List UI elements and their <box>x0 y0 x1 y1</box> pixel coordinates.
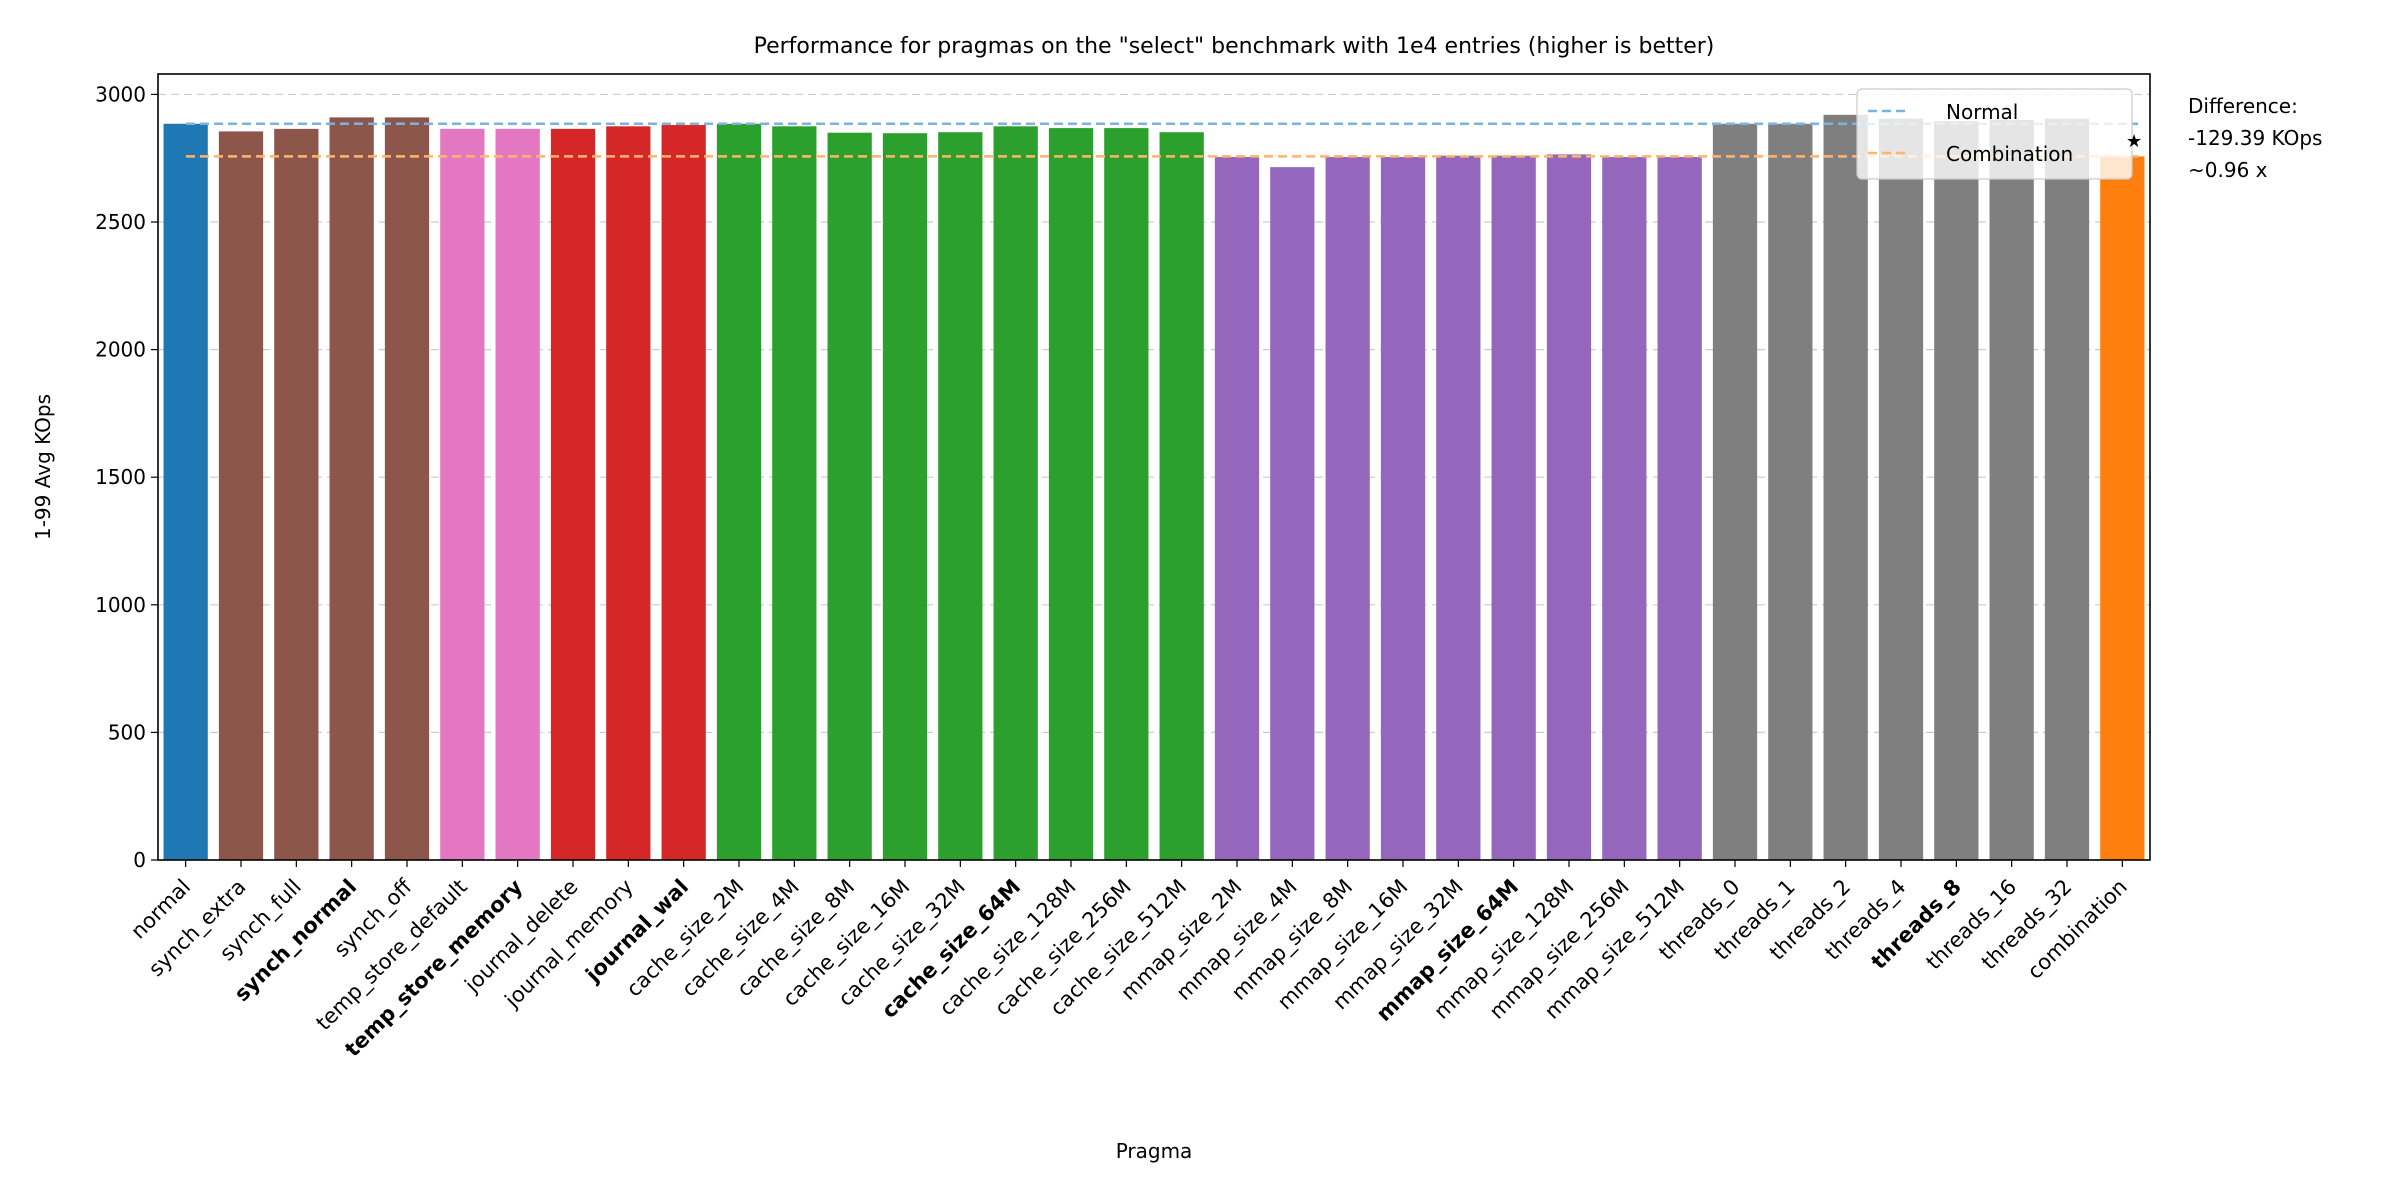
bar-threads_0 <box>1712 123 1758 860</box>
bar-mmap_size_8M <box>1325 156 1370 861</box>
bar-threads_8 <box>1934 121 1979 860</box>
bar-mmap_size_32M <box>1436 155 1481 860</box>
x-axis-label: Pragma <box>1116 1139 1193 1163</box>
legend-normal-label: Normal <box>1946 100 2018 124</box>
bar-cache_size_128M <box>1048 128 1094 860</box>
y-axis-label: 1-99 Avg KOps <box>31 394 55 540</box>
y-tick-label: 2500 <box>95 210 146 234</box>
chart-title: Performance for pragmas on the "select" … <box>754 34 1715 59</box>
legend-box <box>1856 88 2133 180</box>
bar-threads_16 <box>1989 119 2034 861</box>
annotation-line-2: -129.39 KOps <box>2188 126 2322 150</box>
bar-threads_4 <box>1878 118 1924 861</box>
bar-journal_memory <box>606 126 651 860</box>
bar-combination <box>2100 156 2145 860</box>
y-tick-label: 2000 <box>95 338 146 362</box>
bar-mmap_size_4M <box>1270 167 1315 860</box>
bar-mmap_size_2M <box>1214 156 1260 861</box>
y-tick-label: 1500 <box>95 465 146 489</box>
bar-synch_off <box>384 117 430 860</box>
bar-threads_2 <box>1823 114 1868 860</box>
bar-cache_size_256M <box>1104 128 1149 860</box>
bar-cache_size_2M <box>716 123 762 860</box>
bar-mmap_size_512M <box>1657 156 1702 861</box>
bar-journal_delete <box>550 128 596 860</box>
bar-synch_extra <box>218 131 264 861</box>
legend-combination-label: Combination <box>1946 142 2073 166</box>
annotation-line-3: ~0.96 x <box>2188 158 2268 182</box>
bar-mmap_size_256M <box>1602 156 1647 861</box>
bar-mmap_size_128M <box>1546 154 1592 861</box>
y-axis: 0 500 1000 1500 2000 2500 3000 <box>95 82 158 872</box>
bar-threads_32 <box>2044 118 2090 861</box>
y-tick-label: 1000 <box>95 593 146 617</box>
bar-synch_normal <box>329 117 374 860</box>
bar-cache_size_16M <box>882 133 928 860</box>
y-tick-label: 0 <box>133 848 146 872</box>
bar-cache_size_512M <box>1159 132 1204 860</box>
reference-lines <box>186 122 2138 158</box>
bar-cache_size_32M <box>938 132 983 860</box>
annotation-line-1: Difference: <box>2188 94 2298 118</box>
bar-temp_store_memory <box>495 128 540 860</box>
star-marker: ★ <box>2126 131 2142 152</box>
bar-journal_wal <box>661 125 706 861</box>
difference-annotation: Difference: -129.39 KOps ~0.96 x <box>2188 94 2322 182</box>
y-tick-label: 500 <box>108 720 146 744</box>
bar-cache_size_4M <box>772 126 817 860</box>
bar-mmap_size_16M <box>1380 156 1426 861</box>
y-tick-label: 3000 <box>95 82 146 106</box>
bar-cache_size_64M <box>993 126 1038 860</box>
bar-temp_store_default <box>440 128 485 860</box>
bar-threads_1 <box>1768 123 1813 860</box>
plot-frame <box>157 73 2151 861</box>
bar-mmap_size_64M <box>1491 155 1536 860</box>
bar-synch_full <box>274 128 319 860</box>
bars <box>163 114 2145 861</box>
bar-cache_size_8M <box>827 132 872 860</box>
legend: Normal Combination <box>1856 88 2133 180</box>
bar-normal <box>163 123 208 860</box>
